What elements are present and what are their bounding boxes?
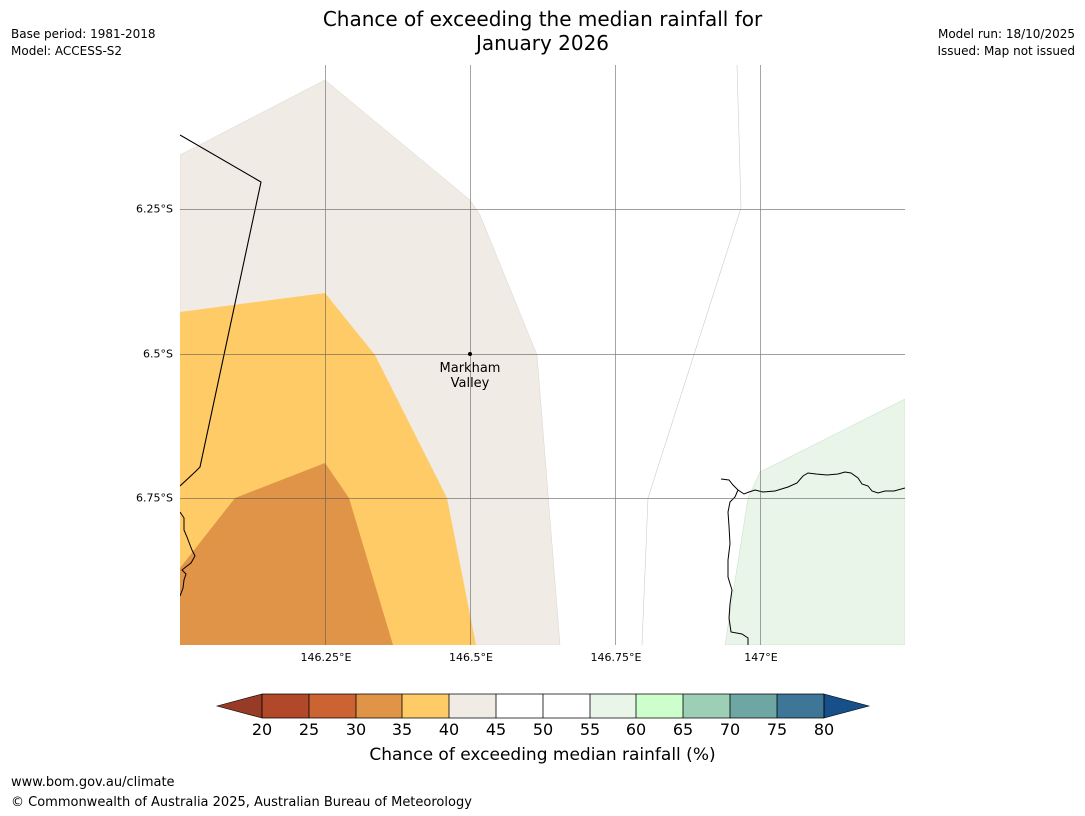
colorbar-tick: 65 <box>672 720 694 739</box>
base-period-text: Base period: 1981-2018 <box>11 27 156 41</box>
border-line <box>180 134 262 487</box>
lat-label-6-75: 6.75°S <box>136 491 173 505</box>
colorbar-bin-20 <box>262 694 309 718</box>
coastline-west <box>180 511 196 597</box>
colorbar-tick: 55 <box>579 720 601 739</box>
colorbar-under-arrow <box>215 693 263 719</box>
place-name-line-2: Valley <box>450 376 490 391</box>
colorbar-tick: 40 <box>438 720 460 739</box>
title-line-2: January 2026 <box>475 31 610 55</box>
colorbar <box>215 693 871 719</box>
colorbar-bin-25 <box>309 694 356 718</box>
model-run-text: Model run: 18/10/2025 <box>937 27 1075 41</box>
colorbar-tick: 70 <box>719 720 741 739</box>
colorbar-bin-40 <box>449 694 496 718</box>
colorbar-tick: 80 <box>813 720 835 739</box>
colorbar-bin-75 <box>777 694 824 718</box>
colorbar-tick: 50 <box>532 720 554 739</box>
lat-label-6-25: 6.25°S <box>136 202 173 216</box>
colorbar-tick: 35 <box>391 720 413 739</box>
place-label: Markham Valley <box>420 361 520 391</box>
coastline-east <box>720 471 905 645</box>
lon-label-146-25: 146.25°E <box>300 651 352 664</box>
colorbar-label: Chance of exceeding median rainfall (%) <box>369 745 716 765</box>
meta-left: Base period: 1981-2018 Model: ACCESS-S2 <box>11 26 156 60</box>
lon-label-146-75: 146.75°E <box>590 651 642 664</box>
contour-line <box>641 65 742 645</box>
map-area <box>180 65 905 645</box>
colorbar-over-arrow <box>823 693 871 719</box>
zone-55-60 <box>724 398 905 645</box>
colorbar-tick: 25 <box>298 720 320 739</box>
colorbar-bin-50 <box>543 694 590 718</box>
zone-30-35 <box>180 463 393 645</box>
colorbar-bin-70 <box>730 694 777 718</box>
colorbar-tick: 45 <box>485 720 507 739</box>
colorbar-bin-45 <box>496 694 543 718</box>
colorbar-bin-30 <box>356 694 402 718</box>
place-marker <box>468 352 472 356</box>
issued-text: Issued: Map not issued <box>937 44 1075 58</box>
lon-label-146-5: 146.5°E <box>449 651 493 664</box>
colorbar-bin-60 <box>636 694 683 718</box>
place-name-line-1: Markham <box>439 361 501 376</box>
colorbar-bin-65 <box>683 694 730 718</box>
colorbar-tick: 30 <box>345 720 367 739</box>
colorbar-tick: 20 <box>251 720 273 739</box>
title-line-1: Chance of exceeding the median rainfall … <box>322 7 763 31</box>
colorbar-dividers <box>261 693 825 719</box>
lon-label-147: 147°E <box>744 651 778 664</box>
meta-right: Model run: 18/10/2025 Issued: Map not is… <box>937 26 1075 60</box>
colorbar-bin-35 <box>402 694 449 718</box>
footer-url[interactable]: www.bom.gov.au/climate <box>11 775 175 790</box>
page-title: Chance of exceeding the median rainfall … <box>0 7 1085 55</box>
lat-label-6-5: 6.5°S <box>143 347 173 361</box>
colorbar-tick: 75 <box>766 720 788 739</box>
colorbar-bin-55 <box>590 694 636 718</box>
model-text: Model: ACCESS-S2 <box>11 44 123 58</box>
footer-copyright: © Commonwealth of Australia 2025, Austra… <box>11 795 472 810</box>
colorbar-tick: 60 <box>625 720 647 739</box>
